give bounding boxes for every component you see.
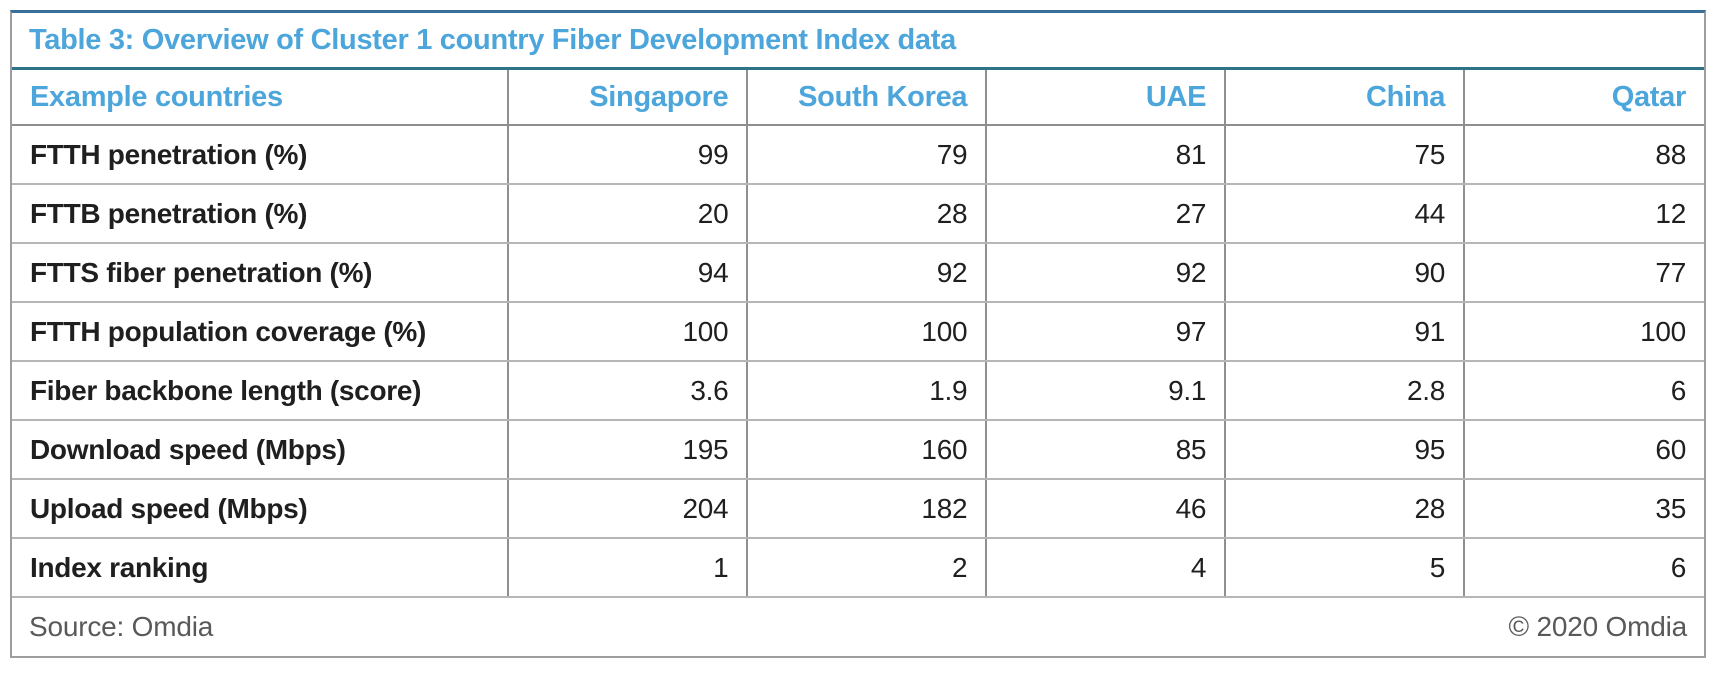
table-cell: 160	[748, 421, 988, 478]
table-row-index-ranking: Index ranking 1 2 4 5 6	[12, 539, 1704, 598]
table-cell: 28	[748, 185, 988, 242]
table-cell: 100	[509, 303, 749, 360]
table-cell: 3.6	[509, 362, 749, 419]
copyright-note: © 2020 Omdia	[1508, 611, 1687, 642]
table-header-row: Example countries Singapore South Korea …	[12, 70, 1704, 126]
table-cell: 92	[748, 244, 988, 301]
table-cell: 81	[987, 126, 1227, 183]
table-cell: 44	[1226, 185, 1466, 242]
table-row-ftth-penetration: FTTH penetration (%) 99 79 81 75 88	[12, 126, 1704, 185]
row-label: Fiber backbone length (score)	[12, 362, 510, 419]
table-cell: 4	[987, 539, 1227, 596]
table-cell: 95	[1226, 421, 1466, 478]
table-cell: 5	[1226, 539, 1466, 596]
data-table-figure: Table 3: Overview of Cluster 1 country F…	[10, 10, 1706, 658]
table-row-ftts-fiber-penetration: FTTS fiber penetration (%) 94 92 92 90 7…	[12, 244, 1704, 303]
table-cell: 182	[748, 480, 988, 537]
table-cell: 85	[987, 421, 1227, 478]
table-cell: 97	[987, 303, 1227, 360]
table-footer: Source: Omdia © 2020 Omdia	[12, 598, 1704, 656]
table-cell: 91	[1226, 303, 1466, 360]
table-cell: 195	[509, 421, 749, 478]
table-row-fiber-backbone-length: Fiber backbone length (score) 3.6 1.9 9.…	[12, 362, 1704, 421]
table-cell: 2.8	[1226, 362, 1466, 419]
table-cell: 92	[987, 244, 1227, 301]
table-cell: 100	[1640, 315, 1686, 347]
table-cell: 20	[509, 185, 749, 242]
column-header-south-korea: South Korea	[748, 70, 988, 124]
row-label: FTTH population coverage (%)	[12, 303, 510, 360]
row-label: Index ranking	[12, 539, 510, 596]
table-cell: 75	[1226, 126, 1466, 183]
table-cell: 46	[987, 480, 1227, 537]
table-cell: 28	[1226, 480, 1466, 537]
table-cell: 79	[748, 126, 988, 183]
row-label: Download speed (Mbps)	[12, 421, 510, 478]
table-cell: 100	[748, 303, 988, 360]
table-row-ftth-population-coverage: FTTH population coverage (%) 100 100 97 …	[12, 303, 1704, 362]
table-cell: 90	[1226, 244, 1466, 301]
table-cell: 60	[1655, 433, 1686, 465]
table-cell: 77	[1655, 256, 1686, 288]
column-header-singapore: Singapore	[509, 70, 749, 124]
table-cell: 99	[509, 126, 749, 183]
table-cell: 204	[509, 480, 749, 537]
column-header-china: China	[1226, 70, 1466, 124]
row-label: FTTH penetration (%)	[12, 126, 510, 183]
row-label: Upload speed (Mbps)	[12, 480, 510, 537]
table-cell: 12	[1655, 197, 1686, 229]
table-row-upload-speed: Upload speed (Mbps) 204 182 46 28 35	[12, 480, 1704, 539]
table-cell: 9.1	[987, 362, 1227, 419]
table-cell: 6	[1670, 551, 1687, 583]
table-cell: 1.9	[748, 362, 988, 419]
table-cell: 35	[1655, 492, 1686, 524]
table-cell: 88	[1655, 138, 1686, 170]
table-cell: 6	[1670, 374, 1687, 406]
table-cell: 2	[748, 539, 988, 596]
column-header-uae: UAE	[987, 70, 1227, 124]
table-title: Table 3: Overview of Cluster 1 country F…	[12, 13, 1704, 70]
column-header-qatar: Qatar	[1611, 80, 1687, 113]
table-row-fttb-penetration: FTTB penetration (%) 20 28 27 44 12	[12, 185, 1704, 244]
table-row-download-speed: Download speed (Mbps) 195 160 85 95 60	[12, 421, 1704, 480]
table-cell: 94	[509, 244, 749, 301]
column-header-example-countries: Example countries	[12, 70, 510, 124]
row-label: FTTS fiber penetration (%)	[12, 244, 510, 301]
source-note: Source: Omdia	[29, 611, 214, 642]
row-label: FTTB penetration (%)	[12, 185, 510, 242]
table-cell: 1	[509, 539, 749, 596]
table-cell: 27	[987, 185, 1227, 242]
